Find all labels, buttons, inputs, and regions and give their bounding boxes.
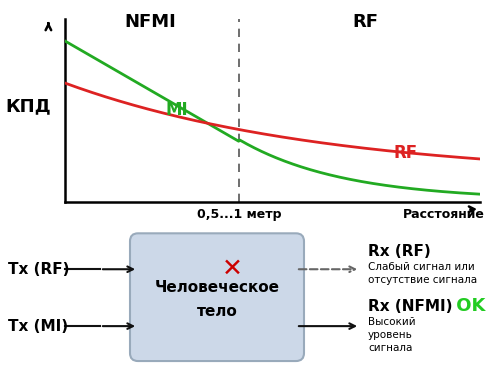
Text: Rx (RF): Rx (RF) [368,244,431,259]
Text: КПД: КПД [5,98,51,116]
Text: Слабый сигнал или: Слабый сигнал или [368,262,475,272]
Text: ✕: ✕ [222,257,242,281]
FancyBboxPatch shape [130,233,304,361]
Text: тело: тело [196,304,237,319]
Text: NFMI: NFMI [124,13,176,31]
Text: сигнала: сигнала [368,343,412,353]
Text: Tx (MI): Tx (MI) [8,319,68,334]
Text: RF: RF [352,13,378,31]
Text: Расстояние: Расстояние [403,208,485,221]
Text: MI: MI [166,101,188,120]
Text: отсутствие сигнала: отсутствие сигнала [368,275,477,285]
Text: Tx (RF): Tx (RF) [8,262,70,277]
Text: OK: OK [450,297,486,315]
Text: Высокий: Высокий [368,317,416,327]
Text: уровень: уровень [368,330,413,340]
Text: 0,5...1 метр: 0,5...1 метр [197,208,281,221]
Text: Человеческое: Человеческое [154,280,280,295]
Text: RF: RF [393,144,417,162]
Text: Rx (NFMI): Rx (NFMI) [368,299,452,314]
